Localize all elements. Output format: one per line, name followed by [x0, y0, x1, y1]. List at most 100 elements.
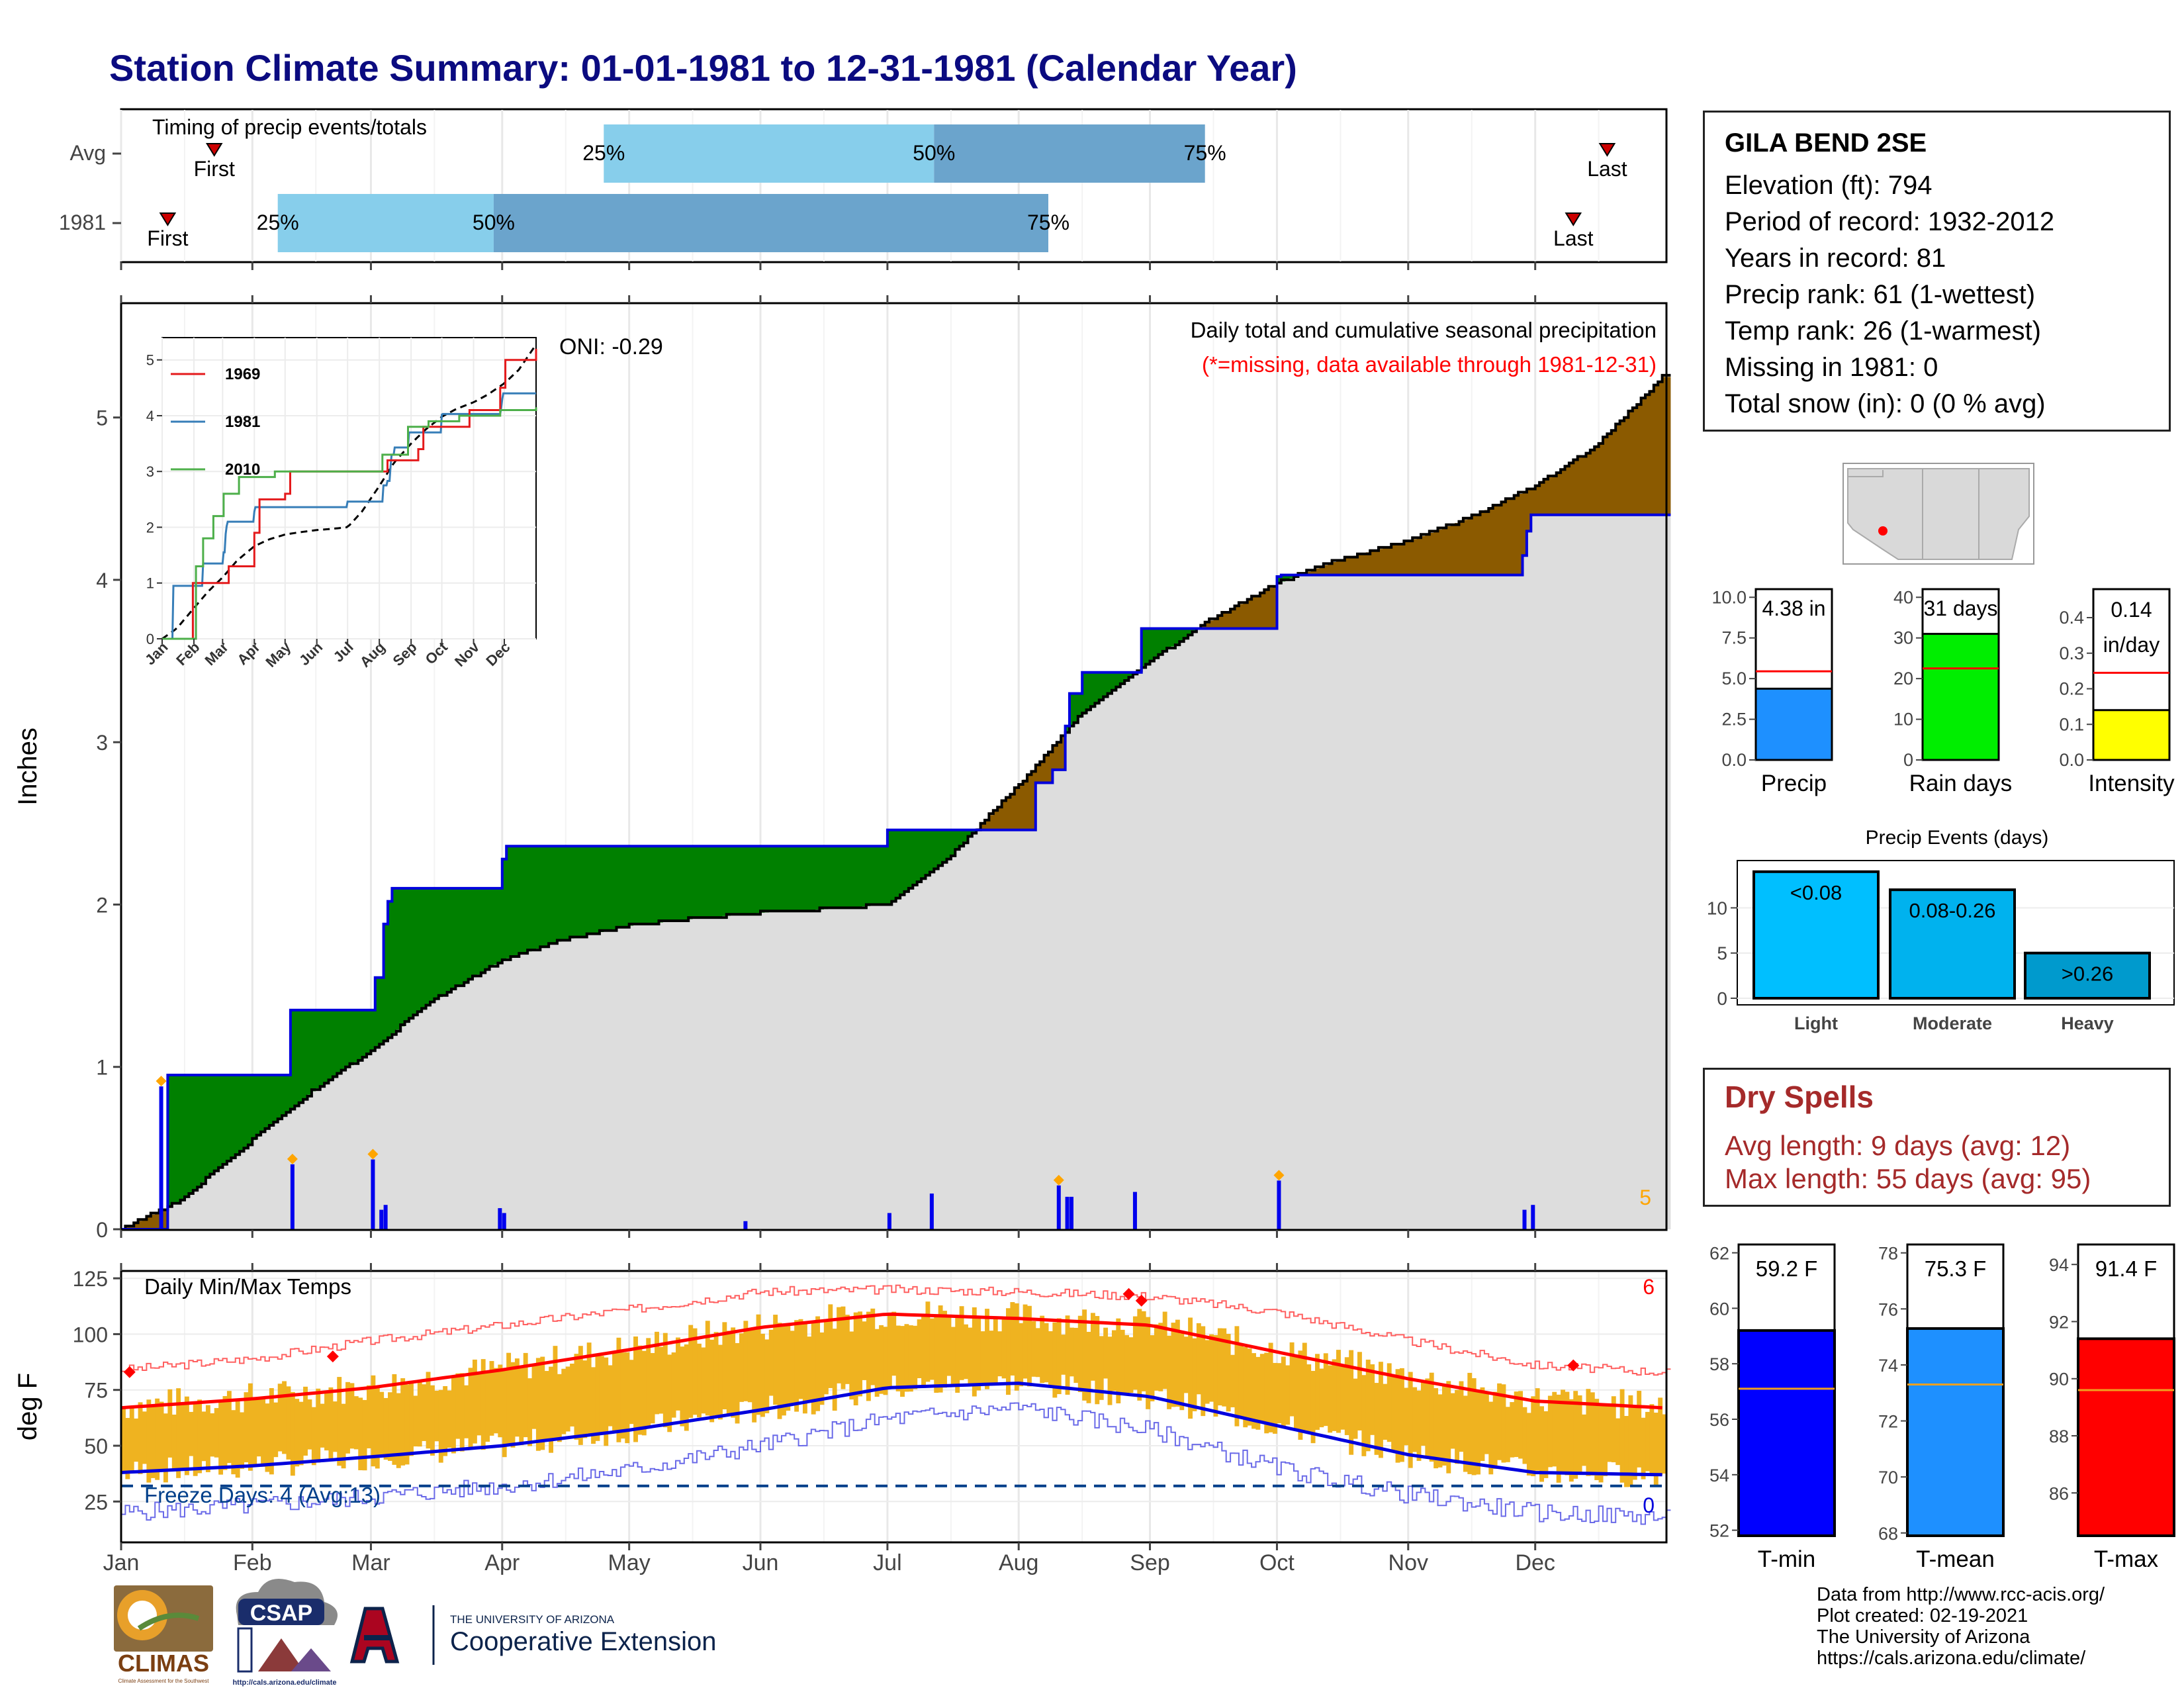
- daily-temp-bar: [1662, 1414, 1667, 1474]
- daily-temp-bar: [858, 1311, 863, 1397]
- daily-temp-bar: [540, 1356, 545, 1450]
- temp-summary-ytick-label: 60: [1709, 1299, 1729, 1319]
- daily-temp-bar: [371, 1375, 376, 1467]
- record-high-marker: [326, 1350, 339, 1363]
- daily-temp-bar: [1539, 1406, 1544, 1482]
- daily-temp-bar: [1353, 1378, 1358, 1439]
- summary-ytick-label: 0: [1903, 750, 1913, 770]
- daily-precip-bar: [1069, 1196, 1073, 1229]
- daily-temp-bar: [798, 1319, 803, 1399]
- event-bar-heavy: [2024, 951, 2151, 1000]
- daily-temp-bar: [1217, 1328, 1222, 1406]
- daily-temp-bar: [1484, 1393, 1489, 1454]
- daily-temp-bar: [1615, 1418, 1621, 1466]
- daily-temp-bar: [1086, 1331, 1091, 1403]
- daily-temp-bar: [891, 1311, 897, 1376]
- daily-temp-bar: [633, 1336, 638, 1442]
- daily-temp-bar: [121, 1406, 126, 1472]
- daily-temp-bar: [1437, 1394, 1443, 1468]
- daily-temp-bar: [989, 1331, 994, 1385]
- inset-legend-label: 1969: [225, 365, 260, 383]
- event-axis-label: Moderate: [1913, 1013, 1992, 1033]
- daily-temp-bar: [519, 1365, 524, 1446]
- inset-year-line: [162, 407, 537, 640]
- temp-summary-ytick-label: 88: [2049, 1427, 2069, 1446]
- daily-temp-bar: [1480, 1387, 1485, 1462]
- daily-temp-bar: [815, 1316, 821, 1411]
- daily-temp-bar: [159, 1401, 164, 1472]
- summary-bar-precip: 0.0 2.5 5.0 7.5 10.0 4.38 in Precip: [1711, 587, 1833, 796]
- climas-tagline: Climate Assessment for the Southwest: [118, 1678, 210, 1684]
- daily-precip-bar: [498, 1208, 502, 1229]
- daily-temp-bar: [222, 1396, 228, 1470]
- daily-temp-bar: [210, 1413, 215, 1457]
- daily-temp-bar: [849, 1331, 854, 1400]
- daily-temp-bar: [244, 1392, 249, 1463]
- daily-temp-bar: [1264, 1352, 1269, 1434]
- daily-temp-bar: [760, 1333, 765, 1417]
- event-axis-label: Light: [1794, 1013, 1838, 1033]
- summary-value-label: in/day: [2103, 633, 2160, 657]
- daily-temp-bar: [544, 1371, 549, 1440]
- daily-temp-bar: [904, 1324, 909, 1392]
- month-label: May: [608, 1550, 651, 1575]
- temp-summary-value-label: 75.3 F: [1925, 1256, 1987, 1281]
- daily-temp-bar: [620, 1352, 625, 1439]
- daily-temp-bar: [722, 1322, 727, 1410]
- daily-temp-bar: [1531, 1396, 1536, 1477]
- daily-precip-bar: [929, 1194, 934, 1229]
- daily-temp-bar: [671, 1352, 676, 1418]
- daily-temp-bar: [1243, 1346, 1248, 1428]
- timing-first-label: First: [194, 157, 235, 181]
- month-label: Apr: [484, 1550, 520, 1575]
- daily-temp-bar: [1205, 1340, 1210, 1404]
- inset-ytick-label: 1: [146, 575, 154, 592]
- daily-temp-bar: [409, 1382, 414, 1456]
- daily-temp-bar: [1425, 1378, 1430, 1457]
- daily-temp-bar: [612, 1352, 617, 1431]
- summary-axis-label: Intensity: [2088, 771, 2175, 796]
- timing-p25-label: 25%: [257, 211, 299, 234]
- daily-temp-bar: [1455, 1389, 1460, 1464]
- daily-temp-bar: [205, 1405, 210, 1473]
- daily-temp-bar: [713, 1332, 719, 1416]
- daily-temp-bar: [265, 1403, 270, 1472]
- daily-temp-bar: [908, 1325, 913, 1392]
- daily-temp-bar: [311, 1407, 316, 1466]
- daily-temp-bar: [1019, 1323, 1024, 1387]
- daily-temp-bar: [1247, 1348, 1252, 1426]
- daily-temp-bar: [1510, 1402, 1515, 1458]
- heavy-event-marker: [367, 1149, 379, 1160]
- daily-temp-bar: [837, 1307, 842, 1383]
- daily-temp-bar: [697, 1343, 702, 1418]
- heavy-event-marker: [287, 1153, 298, 1164]
- daily-temp-bar: [1222, 1328, 1227, 1407]
- daily-temp-bar: [1641, 1417, 1646, 1479]
- daily-temp-bar: [731, 1327, 736, 1418]
- daily-temp-bar: [1590, 1392, 1595, 1476]
- timing-p75-label: 75%: [1184, 141, 1226, 165]
- timing-last-label: Last: [1553, 226, 1594, 250]
- summary-value-bar: [1754, 687, 1833, 761]
- daily-temp-bar: [388, 1392, 392, 1461]
- daily-temp-bar: [150, 1404, 156, 1478]
- daily-temp-bar: [1526, 1413, 1531, 1476]
- daily-temp-bar: [1306, 1364, 1312, 1433]
- daily-temp-bar: [146, 1399, 152, 1483]
- daily-temp-bar: [980, 1331, 985, 1386]
- daily-temp-bar: [171, 1415, 177, 1472]
- daily-temp-bar: [1069, 1327, 1074, 1377]
- daily-temp-bar: [1374, 1383, 1379, 1455]
- temp-summary-bar: [1737, 1329, 1836, 1538]
- daily-temp-bar: [1128, 1337, 1134, 1393]
- daily-temp-bar: [459, 1373, 465, 1452]
- precip-ytick-label: 3: [96, 731, 108, 755]
- timing-p50-label: 50%: [473, 211, 515, 234]
- precip-ytick-label: 0: [96, 1218, 108, 1242]
- daily-temp-bar: [1056, 1318, 1062, 1395]
- daily-temp-bar: [1048, 1331, 1053, 1388]
- daily-temp-bar: [269, 1387, 274, 1475]
- month-label: Aug: [999, 1550, 1039, 1575]
- record-high-marker: [123, 1366, 136, 1378]
